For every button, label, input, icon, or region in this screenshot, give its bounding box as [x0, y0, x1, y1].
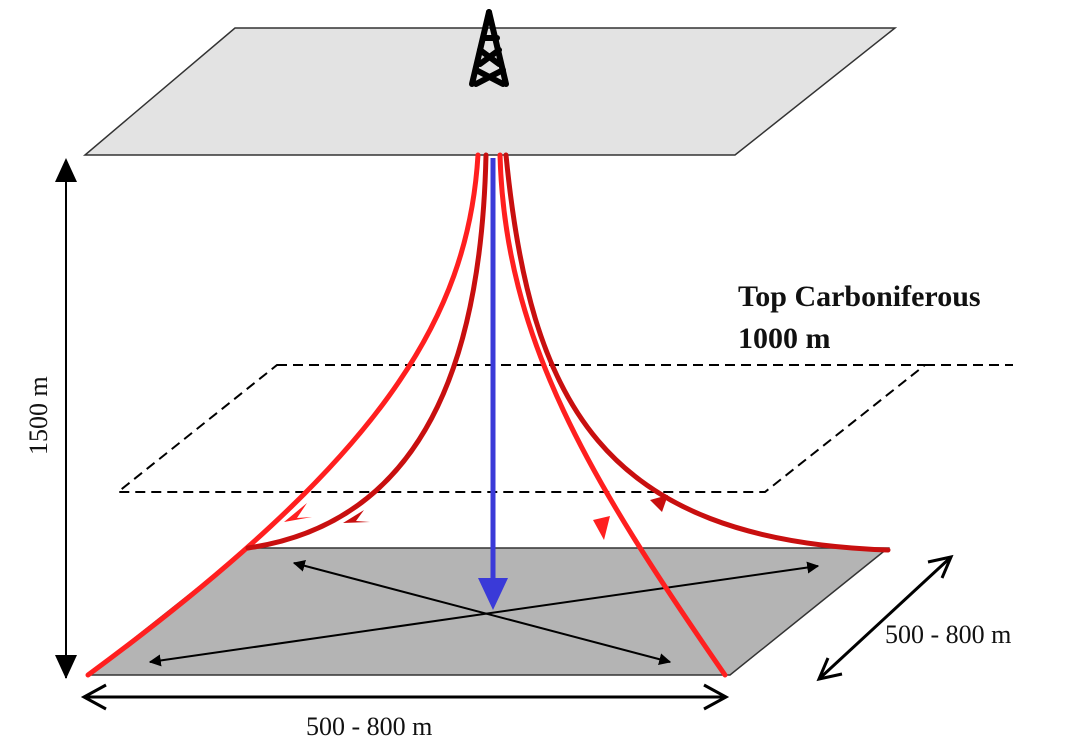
flow-arrowhead-outer-left	[284, 503, 312, 522]
width-side-dimension-arrow	[817, 555, 953, 681]
width-front-arrowhead-left	[80, 683, 107, 711]
well-inner-left	[245, 152, 489, 551]
well-inner-right	[497, 152, 728, 678]
well-outer-right	[503, 152, 891, 553]
depth-label: 1500 m	[24, 376, 53, 455]
surface-plane	[82, 27, 898, 156]
width-front-arrowhead-right	[703, 683, 730, 711]
depth-arrowhead-top	[55, 158, 77, 182]
drilling-rig-icon	[469, 9, 509, 87]
depth-arrowhead-bottom	[55, 655, 77, 679]
horizon-depth-label: 1000 m	[738, 322, 831, 355]
flow-arrowhead-inner-left	[343, 510, 370, 523]
width-side-label: 500 - 800 m	[885, 620, 1011, 649]
flow-arrowhead-inner-right	[593, 516, 610, 540]
reservoir-plane	[85, 547, 891, 676]
horizon-name-label: Top Carboniferous	[738, 280, 981, 313]
flow-arrowhead-outer-right	[650, 495, 668, 512]
top-carboniferous-plane	[115, 364, 928, 493]
vertical-well-arrowhead	[478, 578, 508, 610]
reservoir-diagonal-arrow-2	[148, 561, 820, 667]
width-side-arrowhead-top	[927, 554, 954, 579]
well-outer-left	[85, 152, 481, 678]
width-front-label: 500 - 800 m	[306, 712, 432, 741]
width-side-arrowhead-bottom	[816, 657, 843, 682]
